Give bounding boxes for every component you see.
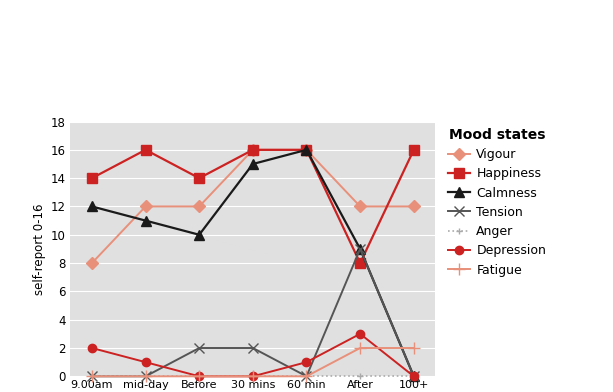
Fatigue [196, 374, 203, 379]
Depression [249, 374, 256, 379]
Line: Tension: Tension [87, 244, 419, 381]
Vigour [356, 204, 364, 209]
Calmness [196, 232, 203, 237]
Line: Fatigue: Fatigue [86, 343, 419, 382]
Anger [303, 374, 310, 379]
Text: Figure 1: Changes in mood states during Kirsty’s: Figure 1: Changes in mood states during … [15, 30, 535, 49]
Vigour [249, 147, 256, 152]
Fatigue [303, 374, 310, 379]
Happiness [142, 147, 149, 152]
Line: Calmness: Calmness [87, 145, 419, 381]
Line: Happiness: Happiness [87, 145, 419, 268]
Text: 100-minute exposure in cold chamber: 100-minute exposure in cold chamber [15, 76, 416, 95]
Anger [410, 374, 417, 379]
Happiness [196, 176, 203, 180]
Calmness [142, 218, 149, 223]
Line: Anger: Anger [88, 373, 417, 380]
Happiness [356, 261, 364, 265]
Tension [356, 247, 364, 251]
Tension [196, 346, 203, 350]
Vigour [88, 261, 96, 265]
Tension [88, 374, 96, 379]
Anger [249, 374, 256, 379]
Vigour [303, 147, 310, 152]
Legend: Vigour, Happiness, Calmness, Tension, Anger, Depression, Fatigue: Vigour, Happiness, Calmness, Tension, An… [447, 128, 546, 276]
Happiness [303, 147, 310, 152]
Anger [88, 374, 96, 379]
Depression [196, 374, 203, 379]
Happiness [88, 176, 96, 180]
Line: Depression: Depression [88, 330, 418, 381]
Y-axis label: self-report 0-16: self-report 0-16 [34, 203, 47, 295]
Anger [196, 374, 203, 379]
Depression [142, 360, 149, 365]
Calmness [249, 162, 256, 166]
Fatigue [142, 374, 149, 379]
Calmness [356, 247, 364, 251]
Calmness [303, 147, 310, 152]
Fatigue [356, 346, 364, 350]
Depression [88, 346, 96, 350]
Vigour [410, 204, 417, 209]
Depression [356, 332, 364, 336]
Tension [249, 346, 256, 350]
Depression [303, 360, 310, 365]
Tension [410, 374, 417, 379]
Calmness [88, 204, 96, 209]
Anger [356, 374, 364, 379]
Happiness [410, 147, 417, 152]
Fatigue [249, 374, 256, 379]
Line: Vigour: Vigour [88, 146, 418, 267]
Depression [410, 374, 417, 379]
Happiness [249, 147, 256, 152]
Fatigue [88, 374, 96, 379]
Calmness [410, 374, 417, 379]
Tension [142, 374, 149, 379]
Vigour [142, 204, 149, 209]
Fatigue [410, 346, 417, 350]
Vigour [196, 204, 203, 209]
Tension [303, 374, 310, 379]
Anger [142, 374, 149, 379]
